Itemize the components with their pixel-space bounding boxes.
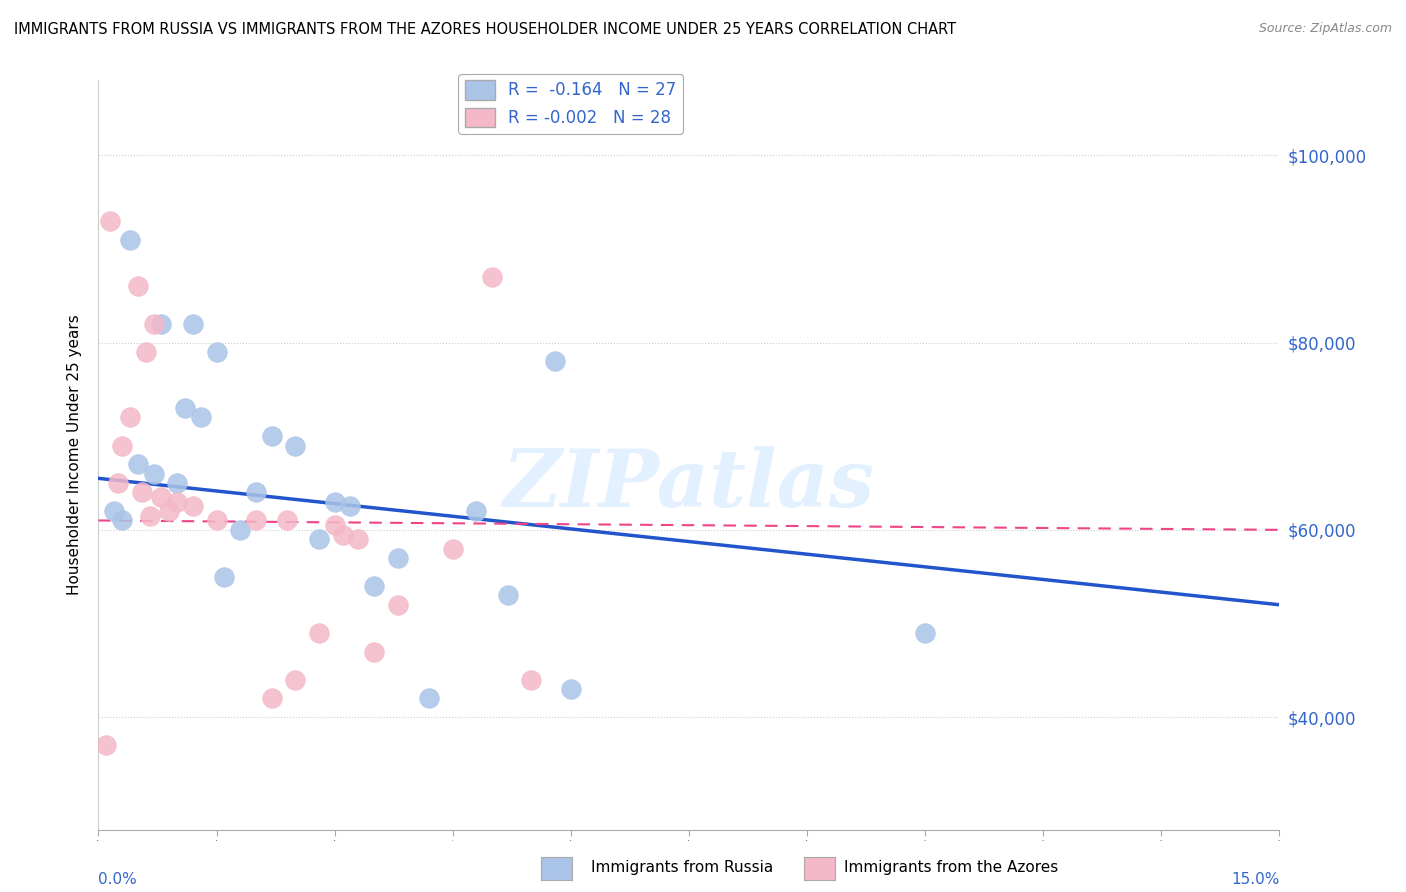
Point <box>260 429 283 443</box>
Point <box>520 673 543 687</box>
Point <box>284 439 307 453</box>
Point <box>166 494 188 508</box>
Point <box>544 354 567 368</box>
Point <box>347 532 370 546</box>
Point <box>465 504 488 518</box>
Text: Immigrants from the Azores: Immigrants from the Azores <box>844 860 1057 874</box>
Text: ZIPatlas: ZIPatlas <box>503 446 875 524</box>
Point <box>181 317 204 331</box>
Point <box>245 514 267 528</box>
Point <box>150 490 173 504</box>
Point <box>308 626 330 640</box>
Point <box>96 739 118 753</box>
Point <box>229 523 252 537</box>
Point <box>205 344 228 359</box>
Point <box>107 476 129 491</box>
Text: Immigrants from Russia: Immigrants from Russia <box>591 860 773 874</box>
Point <box>111 514 134 528</box>
Point <box>441 541 464 556</box>
Legend: R =  -0.164   N = 27, R = -0.002   N = 28: R = -0.164 N = 27, R = -0.002 N = 28 <box>458 74 683 134</box>
Point <box>481 269 503 284</box>
Y-axis label: Householder Income Under 25 years: Householder Income Under 25 years <box>67 315 83 595</box>
Point <box>245 485 267 500</box>
Point <box>127 279 149 293</box>
Point <box>496 589 519 603</box>
Text: IMMIGRANTS FROM RUSSIA VS IMMIGRANTS FROM THE AZORES HOUSEHOLDER INCOME UNDER 25: IMMIGRANTS FROM RUSSIA VS IMMIGRANTS FRO… <box>14 22 956 37</box>
Point <box>363 579 385 593</box>
Point <box>157 504 180 518</box>
Point <box>387 598 409 612</box>
Text: Source: ZipAtlas.com: Source: ZipAtlas.com <box>1258 22 1392 36</box>
Point <box>190 410 212 425</box>
Point <box>131 485 153 500</box>
Text: 15.0%: 15.0% <box>1232 871 1279 887</box>
Point <box>332 527 354 541</box>
Point <box>135 344 157 359</box>
Point <box>323 518 346 533</box>
Point <box>118 410 141 425</box>
Point <box>363 644 385 658</box>
Point <box>103 504 125 518</box>
Point <box>914 626 936 640</box>
Point <box>142 467 165 481</box>
Point <box>418 691 440 706</box>
Point <box>276 514 298 528</box>
Point <box>174 401 197 416</box>
Point <box>166 476 188 491</box>
Point <box>127 458 149 472</box>
Point <box>205 514 228 528</box>
Point <box>150 317 173 331</box>
Text: 0.0%: 0.0% <box>98 871 138 887</box>
Point <box>181 500 204 514</box>
Point <box>138 508 160 523</box>
Point <box>118 233 141 247</box>
Point <box>142 317 165 331</box>
Point <box>308 532 330 546</box>
Point <box>339 500 361 514</box>
Point <box>284 673 307 687</box>
Point <box>560 682 582 697</box>
Point <box>260 691 283 706</box>
Point <box>323 494 346 508</box>
Point <box>387 551 409 566</box>
Point <box>214 570 236 584</box>
Point <box>111 439 134 453</box>
Point <box>98 213 121 227</box>
